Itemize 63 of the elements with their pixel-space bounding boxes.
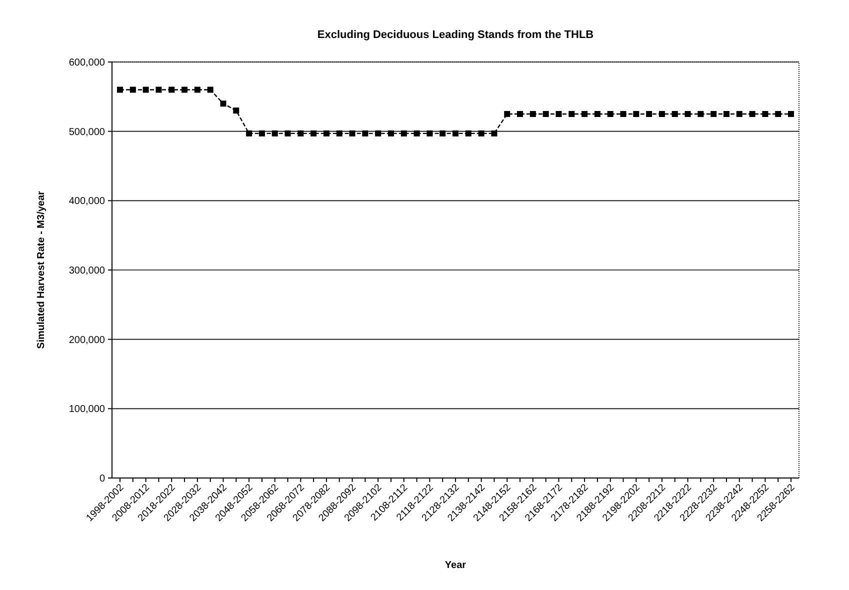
y-tick-label: 300,000 xyxy=(68,266,106,276)
point xyxy=(310,130,317,136)
point xyxy=(388,130,394,136)
y-tick-label: 200,000 xyxy=(68,334,106,346)
point xyxy=(478,130,484,136)
y-tick-label: 600,000 xyxy=(68,58,106,68)
point xyxy=(426,130,433,136)
point xyxy=(633,111,640,117)
point xyxy=(452,130,458,136)
point xyxy=(607,111,614,117)
point xyxy=(207,86,214,93)
point xyxy=(284,130,291,136)
point xyxy=(749,111,756,117)
point xyxy=(117,86,123,93)
point xyxy=(142,86,149,93)
point xyxy=(349,130,356,136)
point xyxy=(504,111,510,117)
x-axis-title: Year xyxy=(444,560,466,571)
point xyxy=(182,86,188,93)
point xyxy=(400,130,407,136)
point xyxy=(233,108,240,114)
point xyxy=(620,111,626,117)
point xyxy=(582,111,588,117)
point xyxy=(542,111,549,117)
point xyxy=(530,111,536,117)
point xyxy=(220,100,226,107)
point xyxy=(594,111,600,117)
point xyxy=(414,130,420,136)
point xyxy=(658,111,665,117)
point xyxy=(156,86,162,93)
y-tick-label: 0 xyxy=(99,474,106,484)
point xyxy=(194,86,200,93)
point xyxy=(362,130,368,136)
y-tick-label: 100,000 xyxy=(68,404,106,416)
point xyxy=(517,111,524,117)
point xyxy=(684,111,691,117)
point xyxy=(258,130,265,136)
point xyxy=(323,130,330,136)
y-axis-title: Simulated Harvest Rate - M3/year xyxy=(36,190,47,349)
point xyxy=(465,130,472,136)
chart-title: Excluding Deciduous Leading Stands from the THLB xyxy=(317,29,594,41)
point xyxy=(491,130,498,136)
point xyxy=(440,130,446,136)
point xyxy=(336,130,342,136)
point xyxy=(710,111,717,117)
point xyxy=(130,86,136,93)
point xyxy=(298,130,304,136)
point xyxy=(775,111,782,117)
y-tick-label: 500,000 xyxy=(68,126,106,138)
point xyxy=(168,86,175,93)
point xyxy=(246,130,252,136)
point xyxy=(788,111,794,117)
point xyxy=(556,111,562,117)
point xyxy=(272,130,278,136)
point xyxy=(646,111,652,117)
point xyxy=(736,111,742,117)
point xyxy=(568,111,575,117)
point xyxy=(698,111,704,117)
point xyxy=(723,111,730,117)
y-tick-label: 400,000 xyxy=(68,196,106,208)
point xyxy=(762,111,768,117)
point xyxy=(375,130,382,136)
point xyxy=(672,111,678,117)
